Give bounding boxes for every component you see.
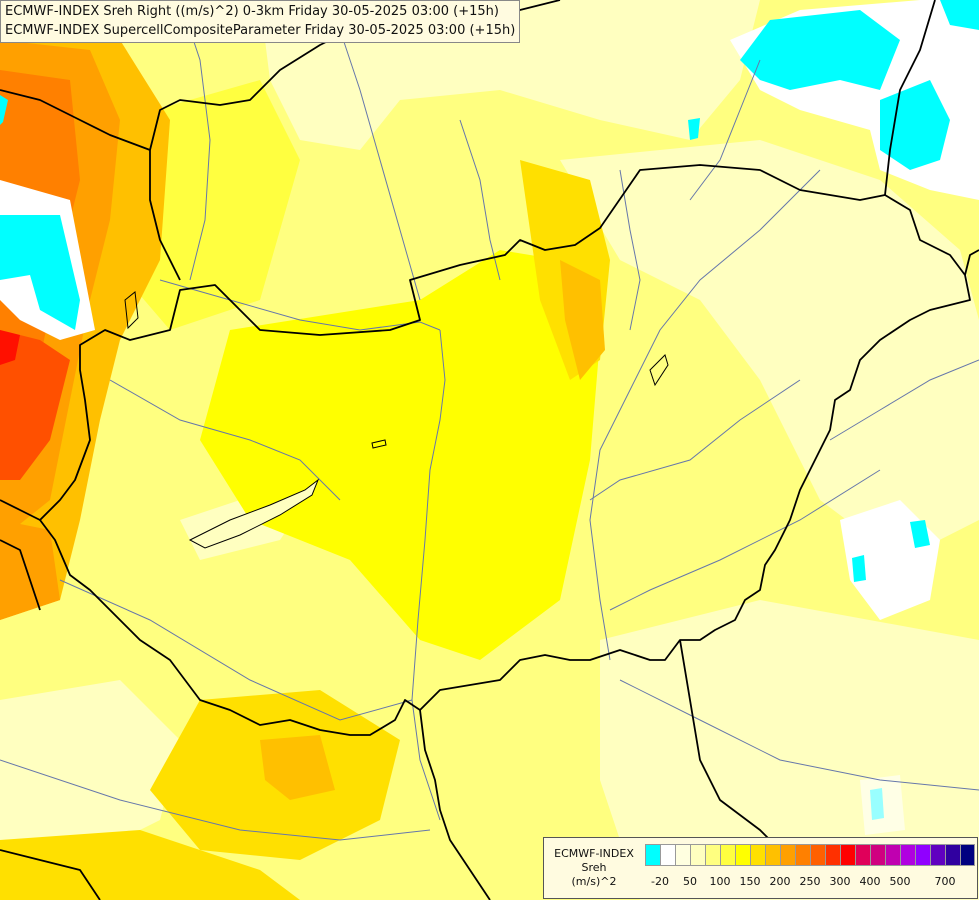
field-cyan-northeast-4 [688,118,700,140]
map-title-box: ECMWF-INDEX Sreh Right ((m/s)^2) 0-3km F… [0,0,521,43]
legend-swatch [855,844,870,866]
legend-swatch [930,844,945,866]
legend-labels: ECMWF-INDEX Sreh (m/s)^2 [546,847,642,889]
legend-tick-label: 100 [709,875,731,888]
legend-swatch [735,844,750,866]
border-hungary [39,164,971,736]
border-serbia [419,709,491,900]
legend-swatch [870,844,885,866]
legend-tick-label: 700 [934,875,956,888]
legend-swatch [960,844,975,866]
field-redorange-west [0,330,70,480]
legend-swatch [825,844,840,866]
river-danube-north [159,279,441,331]
field-cyan-northwest [0,95,8,125]
legend-swatch [660,844,675,866]
legend-unit: (m/s)^2 [571,875,617,888]
border-south [679,639,791,861]
river-danube-south [411,329,446,821]
legend-swatch [795,844,810,866]
lake-velence [371,439,387,449]
legend-swatch [765,844,780,866]
legend-tick-label: 50 [683,875,697,888]
legend-tick-label: 200 [769,875,791,888]
river-vah [339,29,421,301]
field-pale-southwest [0,680,180,860]
border-slovenia [0,499,41,521]
legend-tick-label: 300 [829,875,851,888]
border-croatia-southwest [0,849,101,900]
lake-neusiedl [124,291,139,330]
field-gold-bottom [0,830,300,900]
river-sava [0,759,431,841]
legend-ticks: -20 50 100 150 200 250 300 400 500 700 [645,875,975,889]
legend-variable: Sreh [581,861,607,874]
river-northeast [689,59,761,201]
color-legend: ECMWF-INDEX Sreh (m/s)^2 -20 50 100 150 200 2… [543,837,978,899]
river-maros [609,469,881,611]
field-cyan-west [0,215,80,330]
field-orange-southwest [0,520,60,620]
legend-tick-label: -20 [651,875,669,888]
legend-swatch [945,844,960,866]
border-west-austria [0,89,181,281]
border-ukraine [884,0,936,196]
border-west-inner [0,539,41,611]
legend-swatch [840,844,855,866]
border-romania-east [964,249,979,276]
field-cyan-northeast-1 [740,10,900,90]
legend-tick-label: 400 [859,875,881,888]
field-white-southeast [860,775,905,835]
field-cyan-east-1 [852,555,866,582]
field-amber-south [260,735,335,800]
field-pale-northeast [560,140,979,560]
field-gold-ridge [560,260,605,380]
river-raba [109,379,341,501]
legend-swatch [750,844,765,866]
legend-tick-label: 500 [889,875,911,888]
legend-swatch [780,844,795,866]
field-red-west [0,330,20,365]
river-hron [459,119,501,281]
legend-swatch [915,844,930,866]
lake-tisza [649,354,669,387]
legend-swatch [690,844,705,866]
title-line-2: ECMWF-INDEX SupercellCompositeParameter … [5,23,516,38]
river-sajo [619,169,641,331]
rivers [0,0,979,841]
field-cyan-northeast-2 [940,0,979,30]
river-tisza [589,169,821,661]
legend-model: ECMWF-INDEX [554,847,634,860]
legend-swatch [810,844,825,866]
legend-tick-label: 150 [739,875,761,888]
river-east [829,359,979,441]
river-southeast [619,679,979,791]
legend-swatch [645,844,660,866]
legend-swatch [900,844,915,866]
legend-swatch [705,844,720,866]
field-bright-center [200,250,600,660]
legend-swatch [720,844,735,866]
field-cyan-east-2 [910,520,930,548]
legend-tick-label: 250 [799,875,821,888]
river-drava [59,579,413,721]
river-koros [589,379,801,501]
legend-swatch [675,844,690,866]
legend-colorbar [645,844,975,866]
lake-balaton [188,478,320,549]
legend-swatch [885,844,900,866]
title-line-1: ECMWF-INDEX Sreh Right ((m/s)^2) 0-3km F… [5,4,499,19]
